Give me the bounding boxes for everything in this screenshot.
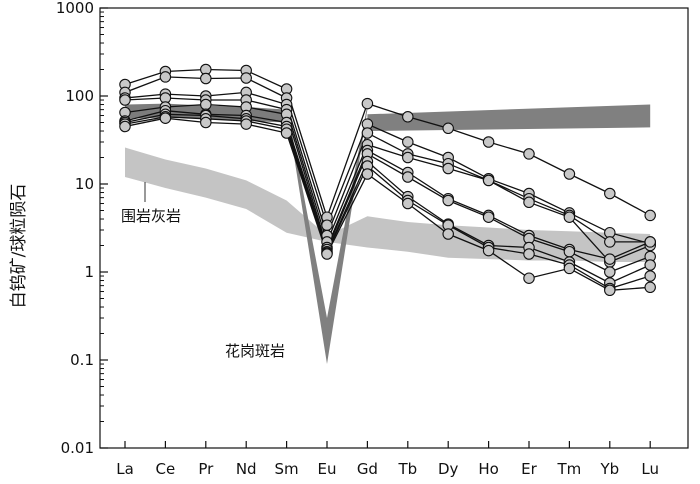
series-line-9 <box>124 117 651 291</box>
data-point-s9-La <box>119 120 131 133</box>
data-point-s1-Lu <box>644 209 656 222</box>
data-point-s1-Er <box>523 148 535 160</box>
series-line-3 <box>124 91 651 243</box>
data-point-s2-Eu <box>321 219 333 231</box>
data-point-s4-La <box>119 94 131 106</box>
data-point-s7-Lu <box>644 259 656 271</box>
series-line-4 <box>124 97 651 263</box>
porphyry-field-label: 花岗斑岩 <box>225 342 285 360</box>
axes <box>99 7 689 449</box>
x-tick-label-Ho: Ho <box>478 460 498 478</box>
series-line-2 <box>124 76 651 245</box>
data-point-s2-Pr <box>200 72 212 85</box>
data-point-s2-Nd <box>240 72 252 84</box>
data-point-s6-Tm <box>563 245 576 258</box>
data-point-s1-Ho <box>482 136 495 148</box>
data-point-s9-Eu <box>321 248 333 260</box>
y-axis-label: 白钨矿/球粒陨石 <box>9 184 29 309</box>
x-tick-label-Pr: Pr <box>198 460 214 478</box>
data-point-s1-Dy <box>442 122 454 135</box>
data-point-s8-Er <box>523 248 535 260</box>
y-tick-label: 10 <box>75 175 94 193</box>
y-tick-label: 100 <box>65 87 94 105</box>
y-tick-label: 0.1 <box>70 351 94 369</box>
data-point-s1-Tb <box>402 111 414 123</box>
y-tick-label: 0.01 <box>61 439 94 457</box>
data-point-s9-Ce <box>159 112 172 124</box>
data-point-s5-Lu <box>644 236 656 248</box>
data-point-s9-Dy <box>442 228 454 240</box>
series-line-8 <box>124 116 651 290</box>
data-point-s6-Yb <box>604 266 616 278</box>
data-point-s4-Tb <box>402 151 414 164</box>
data-point-s9-Ho <box>482 244 495 257</box>
series-line-1 <box>124 68 651 220</box>
x-tick-label-Dy: Dy <box>438 460 459 478</box>
data-point-s9-Er <box>523 272 535 284</box>
x-tick-label-Gd: Gd <box>357 460 378 478</box>
x-tick-label-Er: Er <box>521 460 537 478</box>
x-tick-label-Tm: Tm <box>557 460 582 478</box>
data-point-s5-Yb <box>604 253 616 265</box>
data-point-s3-Yb <box>604 236 616 248</box>
data-point-s1-Yb <box>604 187 616 200</box>
data-point-s9-Yb <box>604 284 616 297</box>
data-point-s4-Tm <box>563 211 576 223</box>
data-point-s4-Ho <box>482 174 495 187</box>
data-point-s3-Gd <box>361 127 374 139</box>
data-point-s2-Tb <box>402 136 414 148</box>
data-point-s4-Er <box>523 196 535 209</box>
data-point-s9-Gd <box>361 168 374 180</box>
data-point-s5-Pr <box>200 98 212 111</box>
x-tick-label-Lu: Lu <box>641 460 659 478</box>
data-point-s9-Nd <box>240 118 252 130</box>
x-tick-label-Eu: Eu <box>318 460 337 478</box>
data-point-s9-Tm <box>563 262 576 275</box>
sample-series <box>119 63 656 297</box>
porphyry-hree-band <box>367 104 651 131</box>
data-point-s6-Tb <box>402 171 414 183</box>
limestone-field-label: 围岩灰岩 <box>121 207 181 225</box>
x-tick-label-Ce: Ce <box>156 460 176 478</box>
tick-labels: 0.01 0.1 1 10 100 1000 La Ce Pr Nd Sm Eu Gd Tb Dy Ho Er T… <box>56 0 659 478</box>
data-point-s9-Sm <box>280 127 293 139</box>
data-point-s9-Lu <box>644 281 656 294</box>
data-point-s4-Dy <box>442 162 454 175</box>
data-point-s2-Ce <box>159 71 172 83</box>
x-tick-label-Nd: Nd <box>236 460 257 478</box>
x-tick-label-Tb: Tb <box>397 460 417 478</box>
y-tick-label: 1000 <box>56 0 94 17</box>
data-point-s1-Gd <box>361 97 374 110</box>
data-point-s6-Ho <box>482 211 495 223</box>
series-line-7 <box>124 113 651 284</box>
x-tick-label-Yb: Yb <box>599 460 619 478</box>
data-point-s9-Pr <box>200 116 212 129</box>
series-line-6 <box>124 110 651 273</box>
data-point-s9-Tb <box>402 197 414 210</box>
data-point-s1-Tm <box>563 168 576 180</box>
x-tick-label-La: La <box>116 460 134 478</box>
x-tick-label-Sm: Sm <box>275 460 299 478</box>
plot-frame <box>99 7 689 449</box>
data-point-s6-Dy <box>442 194 454 207</box>
data-point-s8-Lu <box>644 270 656 282</box>
series-line-5 <box>124 103 651 260</box>
field-bands <box>125 103 651 364</box>
y-tick-label: 1 <box>84 263 94 281</box>
